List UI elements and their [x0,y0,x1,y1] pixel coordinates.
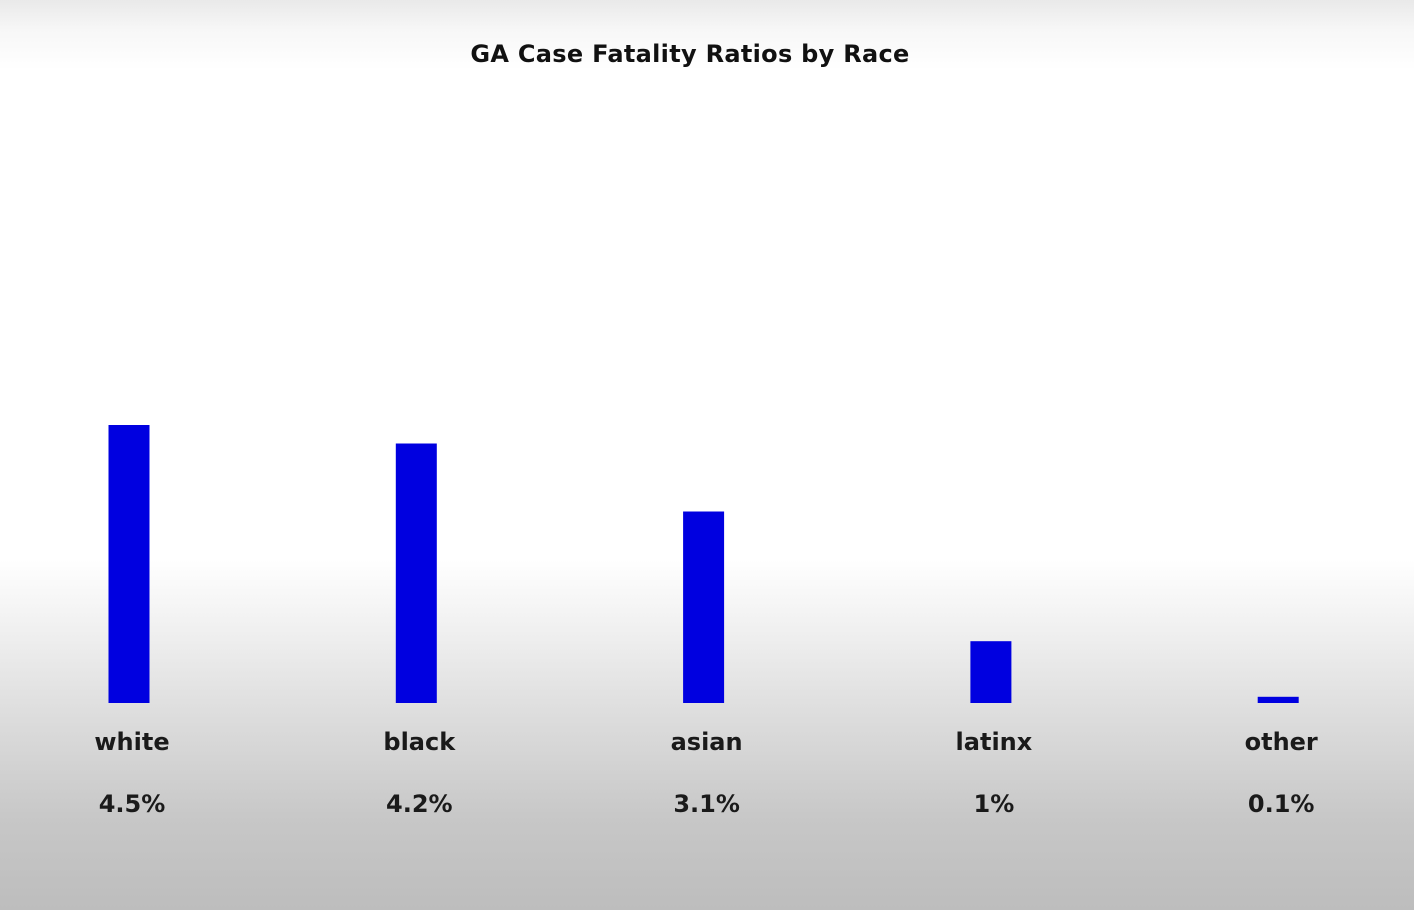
bar-asian [683,511,725,703]
category-label-asian: asian [671,728,743,756]
category-label-latinx: latinx [956,728,1033,756]
chart-title: GA Case Fatality Ratios by Race [470,40,910,68]
category-label-other: other [1245,728,1318,756]
value-label-white: 4.5% [99,790,166,818]
value-label-black: 4.2% [386,790,453,818]
bar-other [1257,696,1299,703]
value-label-other: 0.1% [1248,790,1315,818]
bar-black [395,443,437,703]
value-label-latinx: 1% [974,790,1015,818]
bar-white [108,425,150,703]
bar-latinx [970,641,1012,703]
category-label-black: black [383,728,456,756]
category-label-white: white [94,728,169,756]
value-label-asian: 3.1% [673,790,740,818]
